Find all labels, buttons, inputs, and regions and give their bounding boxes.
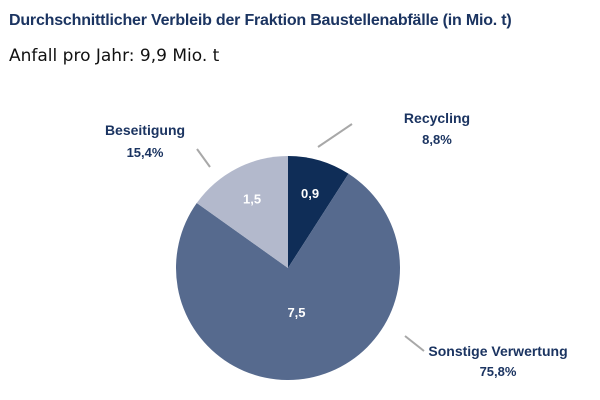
percent-label-sonstige-verwertung: 75,8%	[480, 364, 517, 379]
leader-lines	[196, 123, 425, 352]
pie-slice-sonstige-verwertung	[175, 173, 400, 381]
percent-label-beseitigung: 15,4%	[127, 145, 164, 160]
value-label-recycling: 0,9	[301, 186, 319, 201]
pie-slice-recycling	[288, 156, 349, 268]
chart-title: Durchschnittlicher Verbleib der Fraktion…	[9, 12, 512, 29]
value-label-beseitigung: 1,5	[243, 191, 261, 206]
pie-slices	[175, 156, 400, 381]
leader-line-beseitigung	[196, 148, 211, 168]
chart-subtitle: Anfall pro Jahr: 9,9 Mio. t	[9, 46, 220, 66]
percent-label-recycling: 8,8%	[422, 132, 452, 147]
category-label-recycling: Recycling	[404, 110, 470, 126]
category-label-beseitigung: Beseitigung	[105, 122, 185, 138]
pie-labels: 0,9 Recycling 8,8% 7,5 Sonstige Verwertung 75…	[105, 110, 568, 379]
leader-line-recycling	[317, 123, 353, 148]
leader-line-sonstige-verwertung	[404, 335, 425, 352]
category-label-sonstige-verwertung: Sonstige Verwertung	[428, 343, 567, 359]
pie-slice-beseitigung	[196, 156, 288, 268]
value-label-sonstige-verwertung: 7,5	[287, 305, 305, 320]
